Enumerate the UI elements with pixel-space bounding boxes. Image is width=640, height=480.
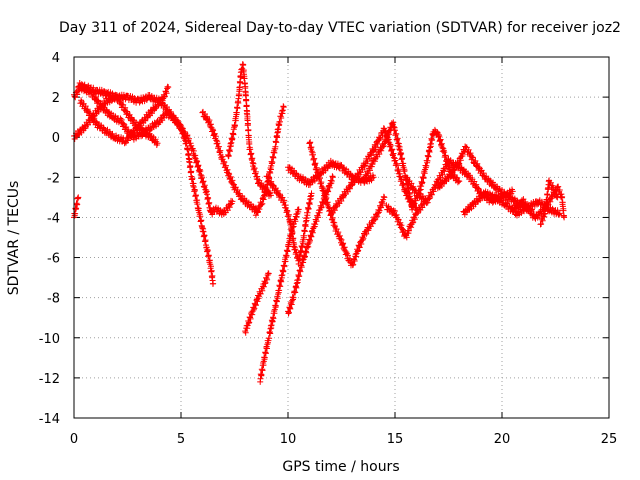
series-arc-7 — [225, 61, 274, 199]
series-arc-10 — [252, 103, 287, 219]
series-arc-12 — [285, 173, 336, 317]
plot-frame — [73, 56, 610, 419]
series-arc-8 — [242, 270, 272, 336]
series-layer — [71, 61, 568, 385]
series-arc-17 — [383, 198, 428, 241]
series-markers — [537, 177, 561, 228]
series-arc-16 — [359, 119, 416, 211]
series-markers — [242, 270, 272, 336]
x-tick-label: 0 — [70, 432, 78, 447]
series-markers — [285, 173, 336, 317]
y-tick-label: -10 — [39, 332, 60, 347]
y-tick-label: -12 — [39, 372, 60, 387]
series-markers — [77, 83, 172, 147]
y-tick-label: 0 — [52, 131, 60, 146]
y-tick-label: -8 — [47, 292, 60, 307]
series-arc-6 — [199, 108, 261, 216]
series-markers — [252, 103, 287, 219]
x-tick-label: 20 — [494, 432, 511, 447]
y-tick-label: -4 — [47, 211, 60, 226]
y-tick-label: -14 — [39, 412, 60, 427]
y-axis-label: SDTVAR / TECUs — [6, 181, 22, 296]
x-tick-label: 25 — [601, 432, 618, 447]
series-arc-5 — [77, 83, 172, 147]
y-tick-label: 4 — [52, 51, 60, 66]
chart-title: Day 311 of 2024, Sidereal Day-to-day VTE… — [59, 20, 621, 36]
x-tick-labels: 0 5 10 15 20 25 — [70, 432, 617, 447]
x-axis-label: GPS time / hours — [282, 459, 399, 475]
series-arc-11 — [263, 173, 315, 267]
series-arc-23 — [537, 177, 561, 228]
grid-lines — [74, 57, 609, 418]
x-tick-label: 15 — [387, 432, 404, 447]
y-tick-label: -2 — [47, 171, 60, 186]
y-tick-labels: 4 2 0 -2 -4 -6 -8 -10 -12 -14 — [39, 51, 60, 427]
series-markers — [263, 173, 315, 267]
series-markers — [383, 198, 428, 241]
series-markers — [225, 61, 274, 199]
series-markers — [199, 108, 261, 216]
x-tick-label: 10 — [280, 432, 297, 447]
x-tick-label: 5 — [177, 432, 185, 447]
series-markers — [359, 119, 416, 211]
y-tick-label: 2 — [52, 91, 60, 106]
y-tick-label: -6 — [47, 252, 60, 267]
